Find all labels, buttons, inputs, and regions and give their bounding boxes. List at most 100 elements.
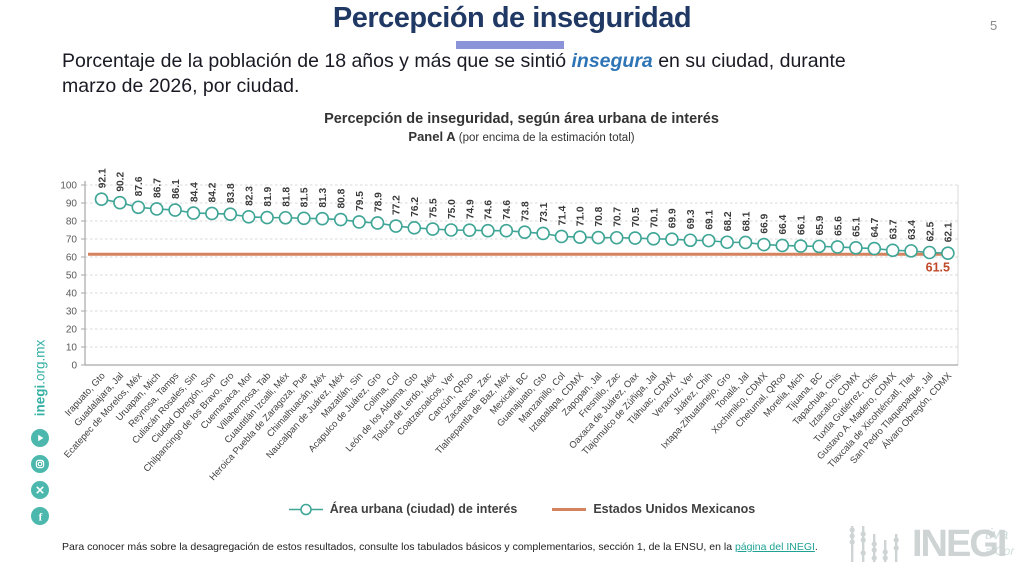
data-point [333, 212, 348, 227]
data-point-value: 82.3 [245, 186, 256, 206]
inegi-url-bold: inegi [32, 384, 48, 417]
y-tick-label: 30 [66, 307, 78, 318]
data-point [223, 207, 238, 221]
data-point [720, 235, 734, 250]
svg-text:f: f [39, 511, 43, 523]
facebook-icon[interactable]: f [31, 507, 49, 525]
reference-value-label: 61.5 [926, 260, 950, 274]
instagram-icon[interactable] [31, 455, 49, 473]
slide-subtitle: Porcentaje de la población de 18 años y … [62, 49, 967, 99]
inegi-abacus-icon [849, 526, 899, 562]
data-point-value: 75.0 [447, 199, 458, 219]
data-point [738, 235, 753, 250]
data-point [701, 233, 716, 248]
y-tick-label: 80 [66, 217, 78, 228]
subtitle-text: Porcentaje de la población de 18 años y … [62, 50, 572, 72]
data-point-value: 65.9 [815, 215, 826, 235]
data-point [315, 211, 330, 226]
y-tick-label: 100 [60, 181, 77, 192]
chart-title: Percepción de inseguridad, según área ur… [324, 111, 719, 127]
data-point-value: 79.5 [355, 191, 366, 211]
data-point [352, 215, 366, 229]
data-point [499, 223, 514, 238]
data-point-value: 68.2 [723, 211, 734, 231]
chart-legend: Área urbana (ciudad) de interés Estados … [85, 502, 958, 516]
data-point [922, 245, 937, 260]
data-point-value: 70.5 [631, 207, 642, 227]
data-point [260, 210, 274, 225]
chart-panel-subtitle: Panel A (por encima de la estimación tot… [85, 129, 958, 144]
inegi-url-rest: .org.mx [32, 339, 48, 385]
y-tick-label: 0 [71, 361, 77, 372]
legend-item-reference: Estados Unidos Mexicanos [551, 502, 755, 516]
background-watermark: tiva a Cor [985, 526, 1024, 558]
data-point-value: 76.2 [410, 197, 421, 217]
data-point-value: 70.7 [613, 207, 624, 227]
data-point [849, 241, 863, 255]
data-point-value: 75.5 [429, 198, 440, 218]
data-point [168, 203, 182, 217]
data-point-value: 66.4 [778, 214, 789, 234]
data-point-value: 74.9 [465, 199, 476, 219]
legend-item-series: Área urbana (ciudad) de interés [288, 502, 518, 516]
data-point-value: 81.8 [281, 187, 292, 207]
legend-series-label: Área urbana (ciudad) de interés [329, 502, 518, 516]
data-point-value: 83.8 [226, 183, 237, 203]
data-point-value: 65.6 [833, 216, 844, 236]
y-tick-label: 20 [66, 325, 78, 336]
series-line-marker-swatch [288, 503, 323, 515]
data-point [812, 239, 826, 254]
data-point [573, 230, 587, 244]
data-point [830, 240, 845, 254]
data-point-value: 71.0 [576, 206, 587, 226]
data-point [757, 237, 771, 252]
page-title: Percepción de inseguridad [332, 2, 692, 34]
data-point [241, 210, 256, 224]
data-point [775, 238, 790, 253]
footer-text-end: . [814, 541, 818, 553]
data-point [149, 202, 164, 216]
data-point-value: 69.3 [686, 209, 697, 229]
data-point-value: 69.1 [705, 209, 716, 229]
title-accent-bar [456, 41, 564, 49]
youtube-icon[interactable] [31, 429, 49, 447]
data-point-value: 92.1 [97, 168, 108, 188]
data-point-value: 73.8 [521, 201, 532, 221]
data-point [628, 231, 642, 245]
y-tick-label: 10 [66, 343, 78, 354]
data-point [904, 244, 918, 258]
data-point [407, 221, 422, 235]
footer-note: Para conocer más sobre la desagregación … [62, 541, 862, 553]
data-point-value: 64.7 [870, 217, 881, 237]
data-point [389, 219, 403, 233]
data-point [646, 232, 661, 246]
legend-reference-label: Estados Unidos Mexicanos [593, 502, 756, 516]
data-point [683, 233, 698, 248]
inegi-page-link[interactable]: página del INEGI [734, 541, 815, 553]
data-point [885, 243, 900, 258]
chart-panel-label: Panel A [408, 129, 456, 144]
data-point-value: 69.9 [668, 208, 679, 228]
data-point [554, 229, 569, 244]
data-point-value: 81.5 [300, 187, 311, 207]
data-point [444, 223, 458, 237]
subtitle-text-after: en su ciudad, durante [652, 50, 846, 72]
watermark-line1: tiva [985, 526, 1009, 543]
data-point [113, 195, 127, 210]
data-point-value: 66.9 [760, 213, 771, 233]
inegi-logo: INEGI [848, 523, 1007, 565]
data-point-value: 87.6 [134, 176, 145, 196]
y-tick-label: 50 [66, 271, 78, 282]
data-point [536, 226, 550, 241]
data-point-value: 90.2 [116, 171, 127, 191]
inegi-logo-text: INEGI [912, 523, 1007, 565]
x-icon[interactable] [31, 481, 49, 499]
data-point [297, 211, 311, 226]
watermark-line2: a Cor [985, 544, 1015, 558]
data-point-value: 74.6 [502, 200, 513, 220]
subtitle-line2: marzo de 2026, por ciudad. [62, 75, 300, 97]
data-point [517, 225, 532, 239]
slide-page-number: 5 [990, 18, 998, 33]
data-point [425, 222, 440, 236]
data-point [278, 210, 293, 225]
